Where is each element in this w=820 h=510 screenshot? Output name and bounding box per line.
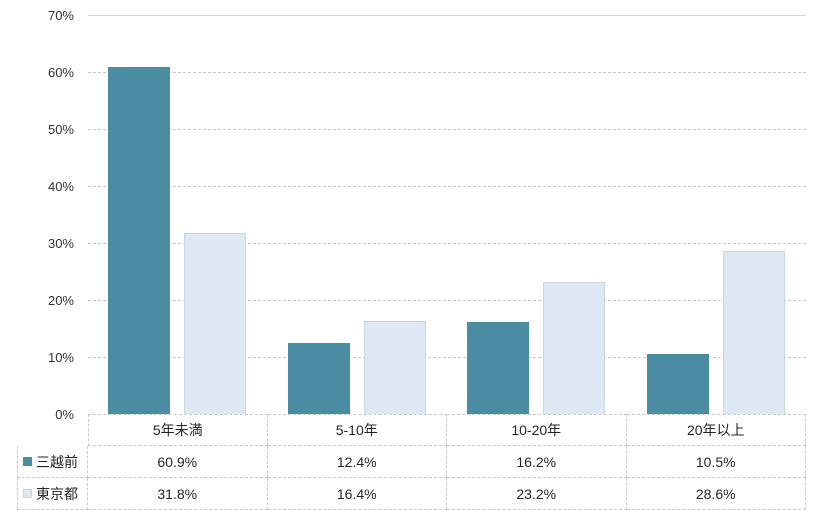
- bar-東京都-5年未満: [184, 233, 246, 414]
- plot-area: [88, 15, 806, 414]
- gridline-10%: [88, 357, 806, 358]
- data-table: 5年未満 5-10年 10-20年 20年以上三越前 60.9% 12.4% 16.2% 10…: [17, 414, 806, 510]
- table-corner-cell: [17, 414, 88, 446]
- legend-cell-東京都: 東京都: [17, 478, 88, 510]
- bar-東京都-20年以上: [723, 251, 785, 414]
- y-tick-label: 50%: [47, 122, 74, 137]
- bar-三越前-10-20年: [467, 322, 529, 414]
- value-cell-東京都: 31.8%: [88, 478, 268, 510]
- value-cell-東京都: 23.2%: [447, 478, 627, 510]
- category-header: 5年未満: [88, 414, 268, 446]
- bar-東京都-10-20年: [543, 282, 605, 414]
- bar-三越前-5年未満: [108, 67, 170, 414]
- bar-三越前-5-10年: [288, 343, 350, 414]
- gridline-30%: [88, 243, 806, 244]
- legend-swatch-icon: [23, 489, 32, 498]
- legend-swatch-icon: [23, 457, 32, 466]
- bar-東京都-5-10年: [364, 321, 426, 414]
- y-tick-label: 40%: [47, 179, 74, 194]
- value-cell-三越前: 10.5%: [626, 446, 806, 478]
- bar-三越前-20年以上: [647, 354, 709, 414]
- value-cell-三越前: 16.2%: [447, 446, 627, 478]
- gridline-50%: [88, 129, 806, 130]
- legend-cell-三越前: 三越前: [17, 446, 88, 478]
- gridline-40%: [88, 186, 806, 187]
- category-header: 5-10年: [267, 414, 447, 446]
- value-cell-東京都: 16.4%: [267, 478, 447, 510]
- y-tick-label: 10%: [47, 350, 74, 365]
- value-cell-三越前: 12.4%: [267, 446, 447, 478]
- legend-label: 三越前: [36, 453, 78, 470]
- gridline-70%: [88, 15, 806, 16]
- gridline-60%: [88, 72, 806, 73]
- y-tick-label: 20%: [47, 293, 74, 308]
- legend-label: 東京都: [36, 485, 78, 502]
- y-tick-label: 70%: [47, 8, 74, 23]
- y-tick-label: 0%: [55, 407, 74, 422]
- gridline-20%: [88, 300, 806, 301]
- y-tick-label: 30%: [47, 236, 74, 251]
- value-cell-東京都: 28.6%: [626, 478, 806, 510]
- category-header: 10-20年: [447, 414, 627, 446]
- category-header: 20年以上: [626, 414, 806, 446]
- y-tick-label: 60%: [47, 65, 74, 80]
- value-cell-三越前: 60.9%: [88, 446, 268, 478]
